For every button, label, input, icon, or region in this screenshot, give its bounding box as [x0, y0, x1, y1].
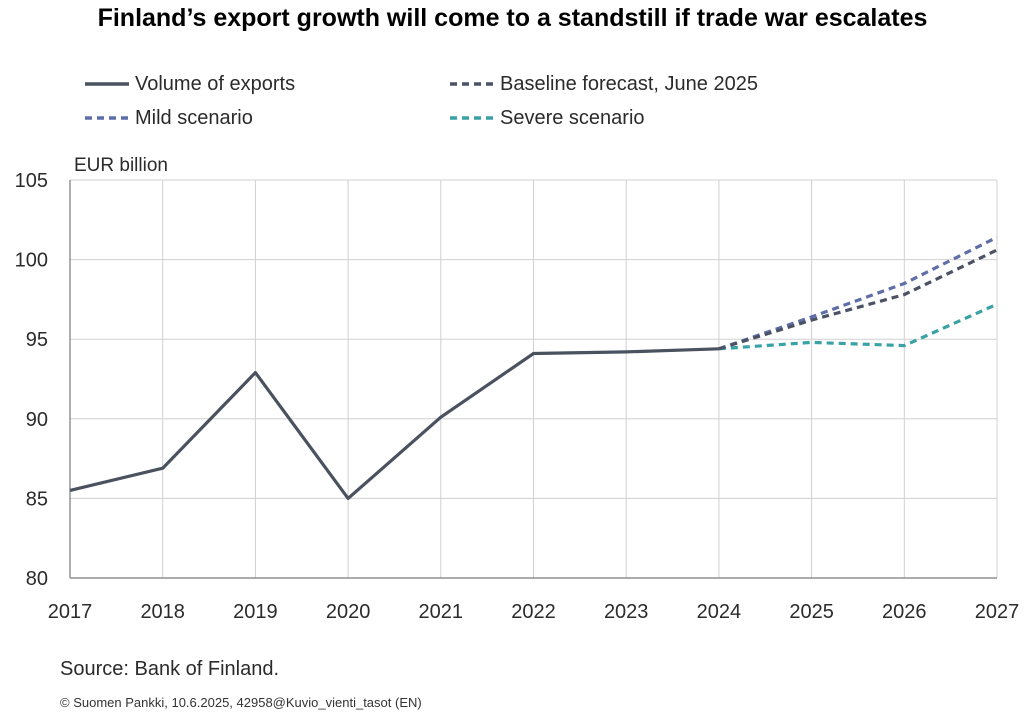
x-tick-label: 2019	[233, 601, 278, 623]
x-tick-label: 2022	[511, 601, 556, 623]
source-note: Source: Bank of Finland.	[60, 658, 280, 680]
x-tick-label: 2020	[326, 601, 371, 623]
y-tick-label: 100	[15, 250, 48, 272]
x-tick-label: 2026	[882, 601, 927, 623]
legend-label-baseline: Baseline forecast, June 2025	[500, 72, 758, 95]
x-tick-label: 2021	[419, 601, 464, 623]
x-tick-label: 2018	[140, 601, 185, 623]
x-tick-label: 2025	[789, 601, 834, 623]
chart-title: Finland’s export growth will come to a s…	[97, 4, 928, 32]
legend-item-severe: Severe scenario	[450, 104, 645, 132]
y-axis-unit-label: EUR billion	[74, 155, 168, 176]
legend-swatch-severe	[450, 116, 494, 120]
y-tick-label: 95	[26, 329, 48, 351]
y-tick-label: 105	[15, 170, 48, 192]
legend-swatch-volume	[85, 82, 129, 86]
y-tick-label: 80	[26, 568, 48, 590]
x-tick-label: 2024	[697, 601, 742, 623]
x-tick-label: 2017	[48, 601, 93, 623]
legend-swatch-mild	[85, 116, 129, 120]
series-line-baseline-forecast-june-2025	[718, 248, 998, 351]
y-tick-label: 90	[26, 409, 48, 431]
legend-label-severe: Severe scenario	[500, 106, 645, 129]
series-line-volume-of-exports	[69, 347, 719, 500]
legend-item-baseline: Baseline forecast, June 2025	[450, 70, 758, 98]
y-tick-label: 85	[26, 488, 48, 510]
legend-item-volume-of-exports: Volume of exports	[85, 70, 295, 98]
legend-swatch-baseline	[450, 82, 494, 86]
copyright-note: © Suomen Pankki, 10.6.2025, 42958@Kuvio_…	[60, 695, 422, 710]
series-line-severe-scenario	[718, 302, 998, 351]
legend-label-mild: Mild scenario	[135, 106, 253, 129]
x-tick-label: 2027	[975, 601, 1020, 623]
legend-label-volume: Volume of exports	[135, 72, 296, 95]
series-line-mild-scenario	[718, 235, 998, 351]
x-tick-label: 2023	[604, 601, 649, 623]
legend-item-mild: Mild scenario	[85, 104, 253, 132]
